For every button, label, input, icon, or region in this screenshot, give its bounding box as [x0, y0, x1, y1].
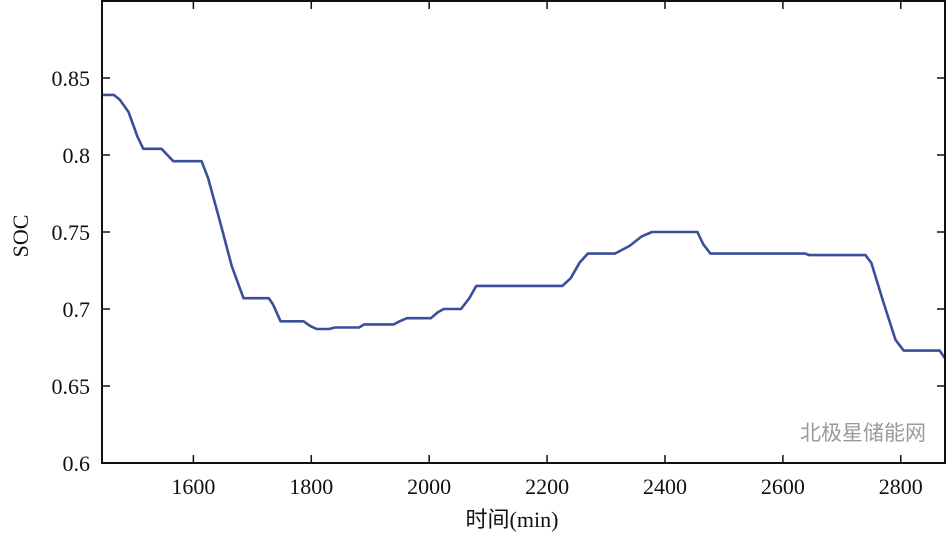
y-tick-label: 0.6 — [63, 451, 91, 476]
x-tick-label: 2600 — [761, 474, 805, 499]
watermark: 北极星储能网 — [800, 421, 926, 445]
y-tick-label: 0.85 — [52, 66, 91, 91]
x-tick-label: 2400 — [643, 474, 687, 499]
y-tick-label: 0.75 — [52, 220, 91, 245]
x-tick-label: 2000 — [407, 474, 451, 499]
x-tick-label: 1800 — [289, 474, 333, 499]
plot-frame — [101, 0, 946, 464]
y-tick-label: 0.65 — [52, 374, 91, 399]
x-axis-label: 时间(min) — [466, 507, 559, 532]
x-tick-label: 1600 — [171, 474, 215, 499]
y-tick-label: 0.8 — [63, 143, 91, 168]
y-axis-label: SOC — [8, 215, 33, 258]
y-tick-label: 0.7 — [63, 297, 91, 322]
x-tick-label: 2200 — [525, 474, 569, 499]
x-tick-label: 2800 — [879, 474, 923, 499]
soc-series-line — [102, 93, 947, 360]
